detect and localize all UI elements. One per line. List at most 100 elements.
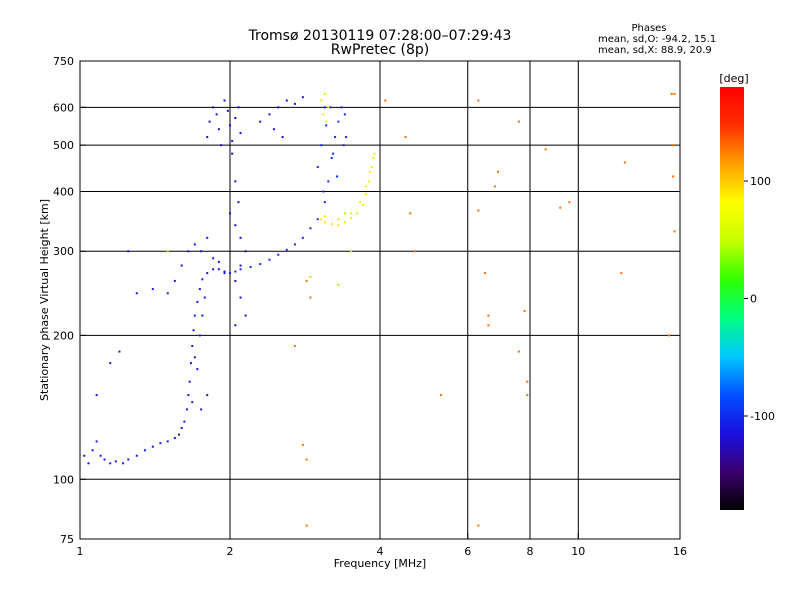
data-point [159,442,161,444]
data-point [191,345,193,347]
data-point [324,201,326,203]
data-point [324,221,326,223]
data-point [144,449,146,451]
data-point [206,136,208,138]
data-point [216,113,218,115]
data-point [200,250,202,252]
data-point [183,421,185,423]
data-point [322,113,324,115]
data-point [229,272,231,274]
data-points [83,93,675,527]
data-point [477,210,479,212]
data-point [674,93,676,95]
data-point [212,257,214,259]
data-point [294,345,296,347]
data-point [234,280,236,282]
data-point [327,106,329,108]
data-point [187,394,189,396]
data-point [337,218,339,220]
data-point [229,212,231,214]
x-tick-label: 16 [673,545,687,558]
data-point [237,201,239,203]
data-point [115,460,117,462]
data-point [227,110,229,112]
chart-title: Tromsø 20130119 07:28:00–07:29:43 RwPret… [248,28,512,58]
data-point [409,212,411,214]
x-axis-ticks: 1 2 4 6 8 10 16 [77,533,688,558]
y-tick-label: 750 [53,55,74,68]
data-point [325,124,327,126]
data-point [190,362,192,364]
data-point [240,268,242,270]
data-point [181,265,183,267]
data-point [224,100,226,102]
data-point [268,113,270,115]
data-point [365,185,367,187]
data-point [324,106,326,108]
data-point [122,462,124,464]
data-point [350,217,352,219]
data-point [320,144,322,146]
data-point [167,440,169,442]
data-point [350,212,352,214]
data-point [212,106,214,108]
colorbar-tick-label: 100 [750,175,771,188]
data-point [344,212,346,214]
data-point [559,207,561,209]
data-point [220,144,222,146]
data-point [336,175,338,177]
data-point [109,362,111,364]
data-point [518,121,520,123]
data-point [671,93,673,95]
data-point [204,297,206,299]
data-point [245,250,247,252]
data-point [277,106,279,108]
data-point [96,394,98,396]
data-point [331,157,333,159]
data-point [494,185,496,187]
data-point [317,166,319,168]
x-tick-label: 10 [571,545,585,558]
data-point [337,224,339,226]
data-point [206,272,208,274]
y-tick-label: 600 [53,101,74,114]
data-point [231,140,233,142]
data-point [234,324,236,326]
data-point [325,121,327,123]
data-point [240,297,242,299]
data-point [331,223,333,225]
data-point [193,329,195,331]
data-point [309,297,311,299]
data-point [206,237,208,239]
data-point [83,455,85,457]
data-point [309,276,311,278]
data-point [174,437,176,439]
data-point [332,153,334,155]
stats-title: Phases [631,23,666,34]
data-point [374,153,376,155]
data-point [302,237,304,239]
data-point [404,136,406,138]
data-point [440,394,442,396]
data-point [118,351,120,353]
data-point [302,96,304,98]
x-axis-label: Frequency [MHz] [334,557,426,570]
data-point [668,334,670,336]
data-point [282,136,284,138]
colorbar-ticks: 100 0 -100 [744,175,775,423]
data-point [196,368,198,370]
data-point [194,315,196,317]
data-point [306,525,308,527]
x-tick-label: 6 [464,545,471,558]
data-point [231,153,233,155]
data-point [240,265,242,267]
colorbar: [deg] 100 0 -100 [719,72,775,510]
title-line-2: RwPretec (8p) [331,42,429,58]
data-point [127,458,129,460]
data-point [334,136,336,138]
data-point [181,427,183,429]
y-tick-label: 200 [53,329,74,342]
data-point [277,254,279,256]
data-point [672,175,674,177]
